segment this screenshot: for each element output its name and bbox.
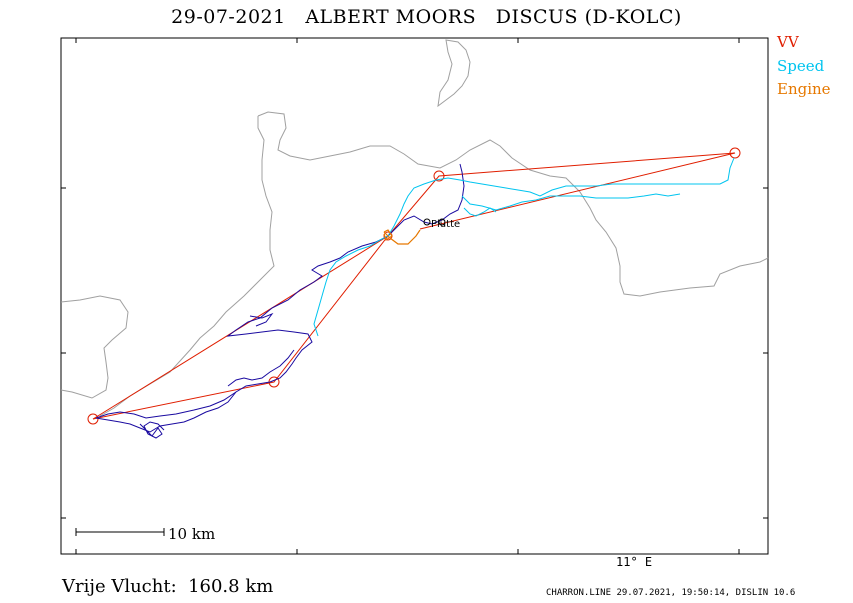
place-marker [423, 218, 446, 226]
scale-bar [75, 528, 165, 536]
axis-ticks [61, 38, 768, 554]
longitude-label: 11° E [616, 555, 653, 569]
speed-track [313, 157, 735, 337]
turnpoint-marker [729, 147, 741, 159]
turnpoint-marker [87, 413, 99, 425]
place-label: Plütte [431, 219, 461, 230]
legend-speed: Speed [777, 57, 825, 75]
program-footer: CHARRON.LINE 29.07.2021, 19:50:14, DISLI… [546, 588, 796, 598]
task-lines [87, 147, 741, 425]
legend-vv: VV [777, 33, 799, 51]
scale-label: 10 km [168, 525, 216, 543]
page-title: 29-07-2021 ALBERT MOORS DISCUS (D-KOLC) [171, 6, 682, 28]
map-frame [60, 37, 769, 555]
turnpoint-marker [433, 170, 445, 182]
engine-track [383, 229, 421, 245]
coastline [60, 39, 769, 417]
flight-track [95, 163, 465, 439]
legend-engine: Engine [777, 80, 831, 98]
flight-distance: Vrije Vlucht: 160.8 km [62, 576, 274, 597]
